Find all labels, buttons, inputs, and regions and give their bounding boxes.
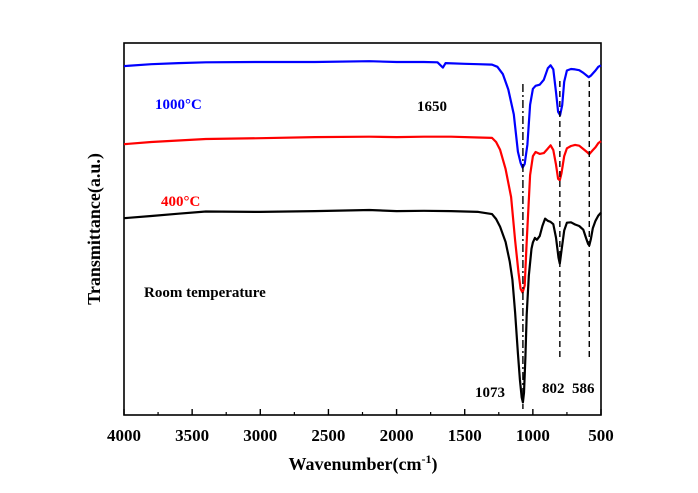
x-tick-label-4000: 4000 xyxy=(107,426,141,445)
x-tick-label-3500: 3500 xyxy=(175,426,209,445)
y-axis-title: Transmittance(a.u.) xyxy=(84,153,105,305)
x-tick-label-2500: 2500 xyxy=(311,426,345,445)
reference-lines xyxy=(522,81,590,409)
x-tick-label-2000: 2000 xyxy=(380,426,414,445)
peak-label-1650: 1650 xyxy=(417,99,447,115)
x-tick-label-3000: 3000 xyxy=(243,426,277,445)
series-label-1000c: 1000°C xyxy=(155,97,202,113)
x-tick-label-500: 500 xyxy=(588,426,614,445)
peak-label-586: 586 xyxy=(572,381,595,397)
series-line-room-temperature xyxy=(123,208,602,404)
series-line-1000-c xyxy=(123,60,602,169)
peak-label-802: 802 xyxy=(542,381,565,397)
peak-label-1073: 1073 xyxy=(475,385,505,401)
series-line-400-c xyxy=(123,135,602,294)
x-axis-ticks: 4000 3500 3000 2500 2000 1500 1000 500 xyxy=(107,409,614,445)
series-layer xyxy=(123,60,602,404)
x-axis-title: Wavenumber(cm-1) xyxy=(289,452,438,475)
series-label-room-temperature: Room temperature xyxy=(144,285,266,301)
x-tick-label-1500: 1500 xyxy=(448,426,482,445)
series-label-400c: 400°C xyxy=(161,194,200,210)
x-tick-label-1000: 1000 xyxy=(516,426,550,445)
